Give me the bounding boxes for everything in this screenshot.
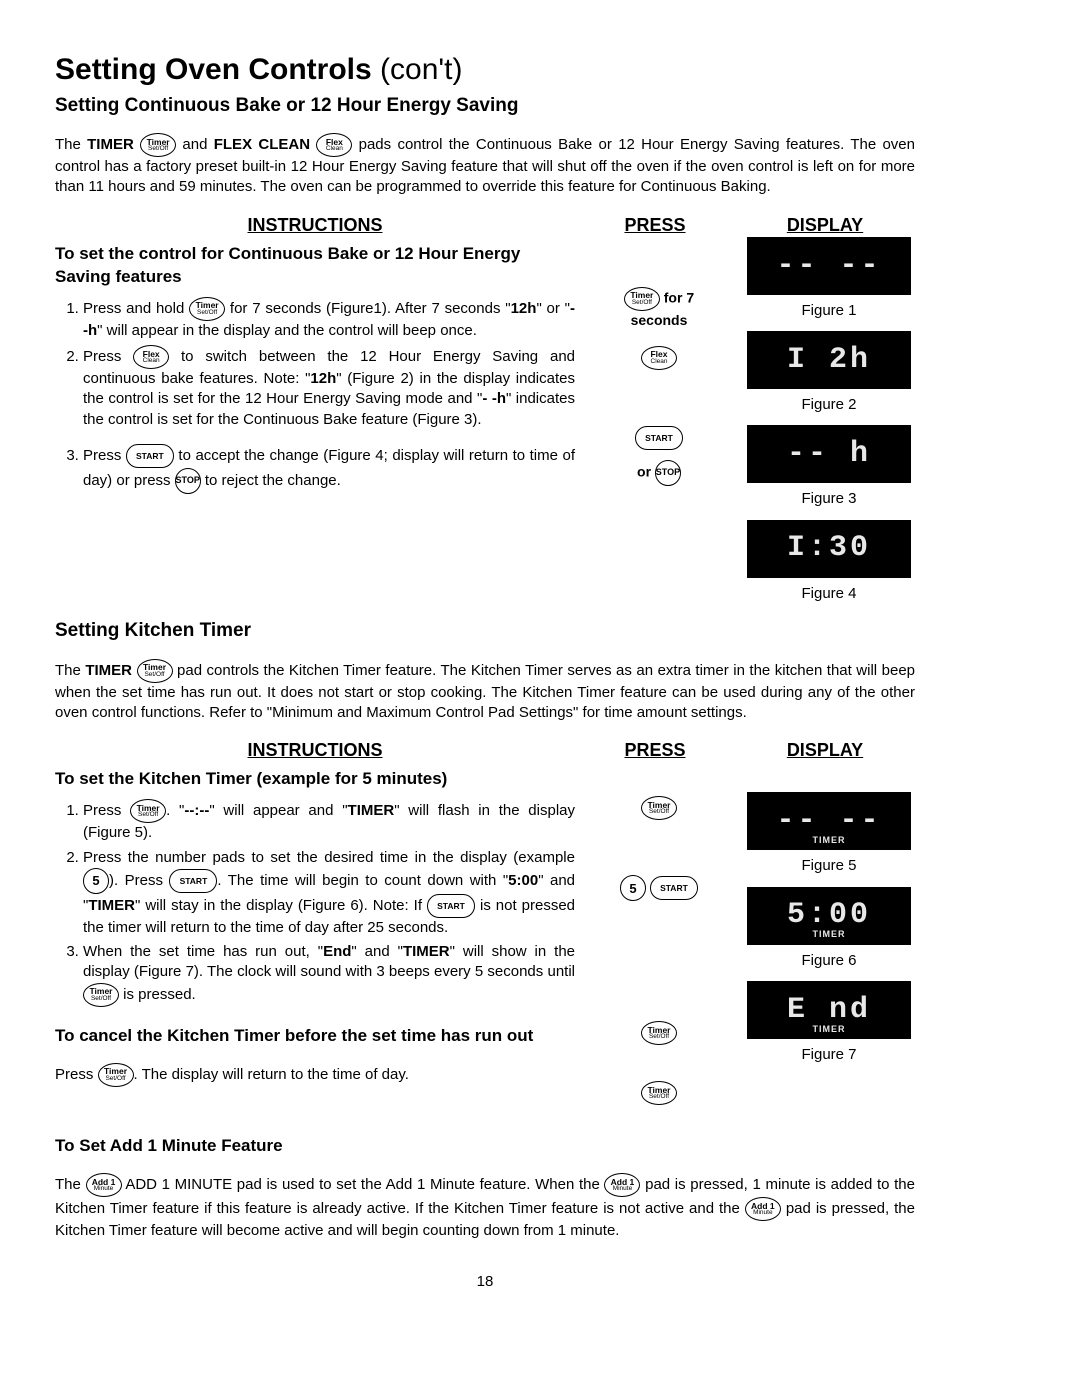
header-instructions: INSTRUCTIONS [55, 738, 575, 762]
start-pad-icon: START [635, 426, 683, 450]
timer-pad-icon: TimerSet/Off [130, 799, 166, 823]
press-col: TimerSet/Off [579, 796, 739, 820]
press-col: 5 START [579, 875, 739, 901]
stop-pad-icon: STOP [655, 460, 681, 486]
header-instructions: INSTRUCTIONS [55, 213, 575, 237]
figure-4-label: Figure 4 [743, 584, 915, 604]
timer-pad-icon: TimerSet/Off [641, 796, 677, 820]
timer-pad-icon: TimerSet/Off [137, 659, 173, 683]
section1-step3: Press START to accept the change (Figure… [83, 444, 575, 494]
start-pad-icon: START [650, 876, 698, 900]
page-title: Setting Oven Controls (con't) [55, 50, 915, 91]
timer-pad-icon: TimerSet/Off [140, 133, 176, 157]
title-bold: Setting Oven Controls [55, 53, 372, 86]
flex-clean-pad-icon: FlexClean [133, 345, 169, 369]
display-figure-1: -- -- [747, 237, 911, 295]
start-pad-icon: START [169, 869, 217, 893]
header-display: DISPLAY [735, 738, 915, 762]
timer-pad-icon: TimerSet/Off [641, 1021, 677, 1045]
column-headers-2: INSTRUCTIONS PRESS DISPLAY [55, 738, 915, 762]
press-col-2: FlexClean [579, 346, 739, 370]
start-pad-icon: START [126, 444, 174, 468]
figure-7-label: Figure 7 [743, 1045, 915, 1065]
display-figure-6: 5:00TIMER [747, 887, 911, 945]
press-col-3: START or STOP [579, 426, 739, 486]
flex-clean-pad-icon: FlexClean [641, 346, 677, 370]
add1-pad-icon: Add 1Minute [604, 1173, 640, 1197]
press-col: TimerSet/Off [579, 1081, 739, 1105]
section1-step2: Press FlexClean to switch between the 12… [83, 345, 575, 430]
figure-5-label: Figure 5 [743, 856, 915, 876]
column-headers-1: INSTRUCTIONS PRESS DISPLAY [55, 213, 915, 237]
flex-clean-pad-icon: FlexClean [316, 133, 352, 157]
header-display: DISPLAY [735, 213, 915, 237]
header-press: PRESS [575, 213, 735, 237]
header-press: PRESS [575, 738, 735, 762]
timer-pad-icon: TimerSet/Off [83, 983, 119, 1007]
start-pad-icon: START [427, 894, 475, 918]
section3-text: The Add 1Minute ADD 1 MINUTE pad is used… [55, 1173, 915, 1241]
page-number: 18 [55, 1272, 915, 1292]
display-figure-7: E ndTIMER [747, 981, 911, 1039]
figure-3-label: Figure 3 [743, 489, 915, 509]
timer-pad-icon: TimerSet/Off [624, 287, 660, 311]
section3-heading: To Set Add 1 Minute Feature [55, 1135, 915, 1158]
section2-intro: The TIMER TimerSet/Off pad controls the … [55, 659, 915, 724]
add1-pad-icon: Add 1Minute [86, 1173, 122, 1197]
figure-1-label: Figure 1 [743, 301, 915, 321]
figure-2-label: Figure 2 [743, 395, 915, 415]
section1-step1: Press and hold TimerSet/Off for 7 second… [83, 297, 575, 341]
cancel-text: Press TimerSet/Off. The display will ret… [55, 1063, 575, 1087]
timer-pad-icon: TimerSet/Off [641, 1081, 677, 1105]
figure-6-label: Figure 6 [743, 951, 915, 971]
stop-pad-icon: STOP [175, 468, 201, 494]
section2-heading: Setting Kitchen Timer [55, 618, 915, 644]
timer-pad-icon: TimerSet/Off [98, 1063, 134, 1087]
section1-heading: Setting Continuous Bake or 12 Hour Energ… [55, 93, 915, 119]
section2-subheading: To set the Kitchen Timer (example for 5 … [55, 768, 575, 791]
cancel-heading: To cancel the Kitchen Timer before the s… [55, 1025, 575, 1048]
section2-step3: When the set time has run out, "End" and… [83, 942, 575, 1007]
display-figure-3: -- h [747, 425, 911, 483]
section1-intro: The TIMER TimerSet/Off and FLEX CLEAN Fl… [55, 133, 915, 198]
display-figure-4: I:30 [747, 520, 911, 578]
section2-steps: Press TimerSet/Off. "--:--" will appear … [55, 799, 575, 1006]
five-pad-icon: 5 [83, 868, 109, 894]
press-col: TimerSet/Off [579, 1021, 739, 1045]
section2-step1: Press TimerSet/Off. "--:--" will appear … [83, 799, 575, 843]
add1-pad-icon: Add 1Minute [745, 1197, 781, 1221]
section2-step2: Press the number pads to set the desired… [83, 848, 575, 939]
five-pad-icon: 5 [620, 875, 646, 901]
display-figure-5: -- --TIMER [747, 792, 911, 850]
section1-subheading: To set the control for Continuous Bake o… [55, 243, 575, 289]
timer-pad-icon: TimerSet/Off [189, 297, 225, 321]
press-col-1: TimerSet/Off for 7 seconds [579, 287, 739, 330]
section1-steps: Press and hold TimerSet/Off for 7 second… [55, 297, 575, 494]
display-figure-2: I 2h [747, 331, 911, 389]
title-suffix: (con't) [372, 53, 463, 86]
